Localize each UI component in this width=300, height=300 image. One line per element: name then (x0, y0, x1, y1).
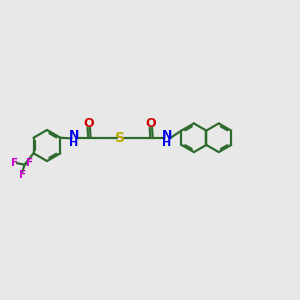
Text: S: S (116, 131, 125, 146)
Text: F: F (11, 158, 18, 168)
Text: O: O (83, 117, 94, 130)
Text: H: H (69, 138, 79, 148)
Text: H: H (162, 138, 172, 148)
Text: F: F (19, 170, 26, 180)
Text: N: N (162, 129, 172, 142)
Text: F: F (26, 158, 34, 168)
Text: N: N (69, 129, 79, 142)
Text: O: O (146, 117, 156, 130)
